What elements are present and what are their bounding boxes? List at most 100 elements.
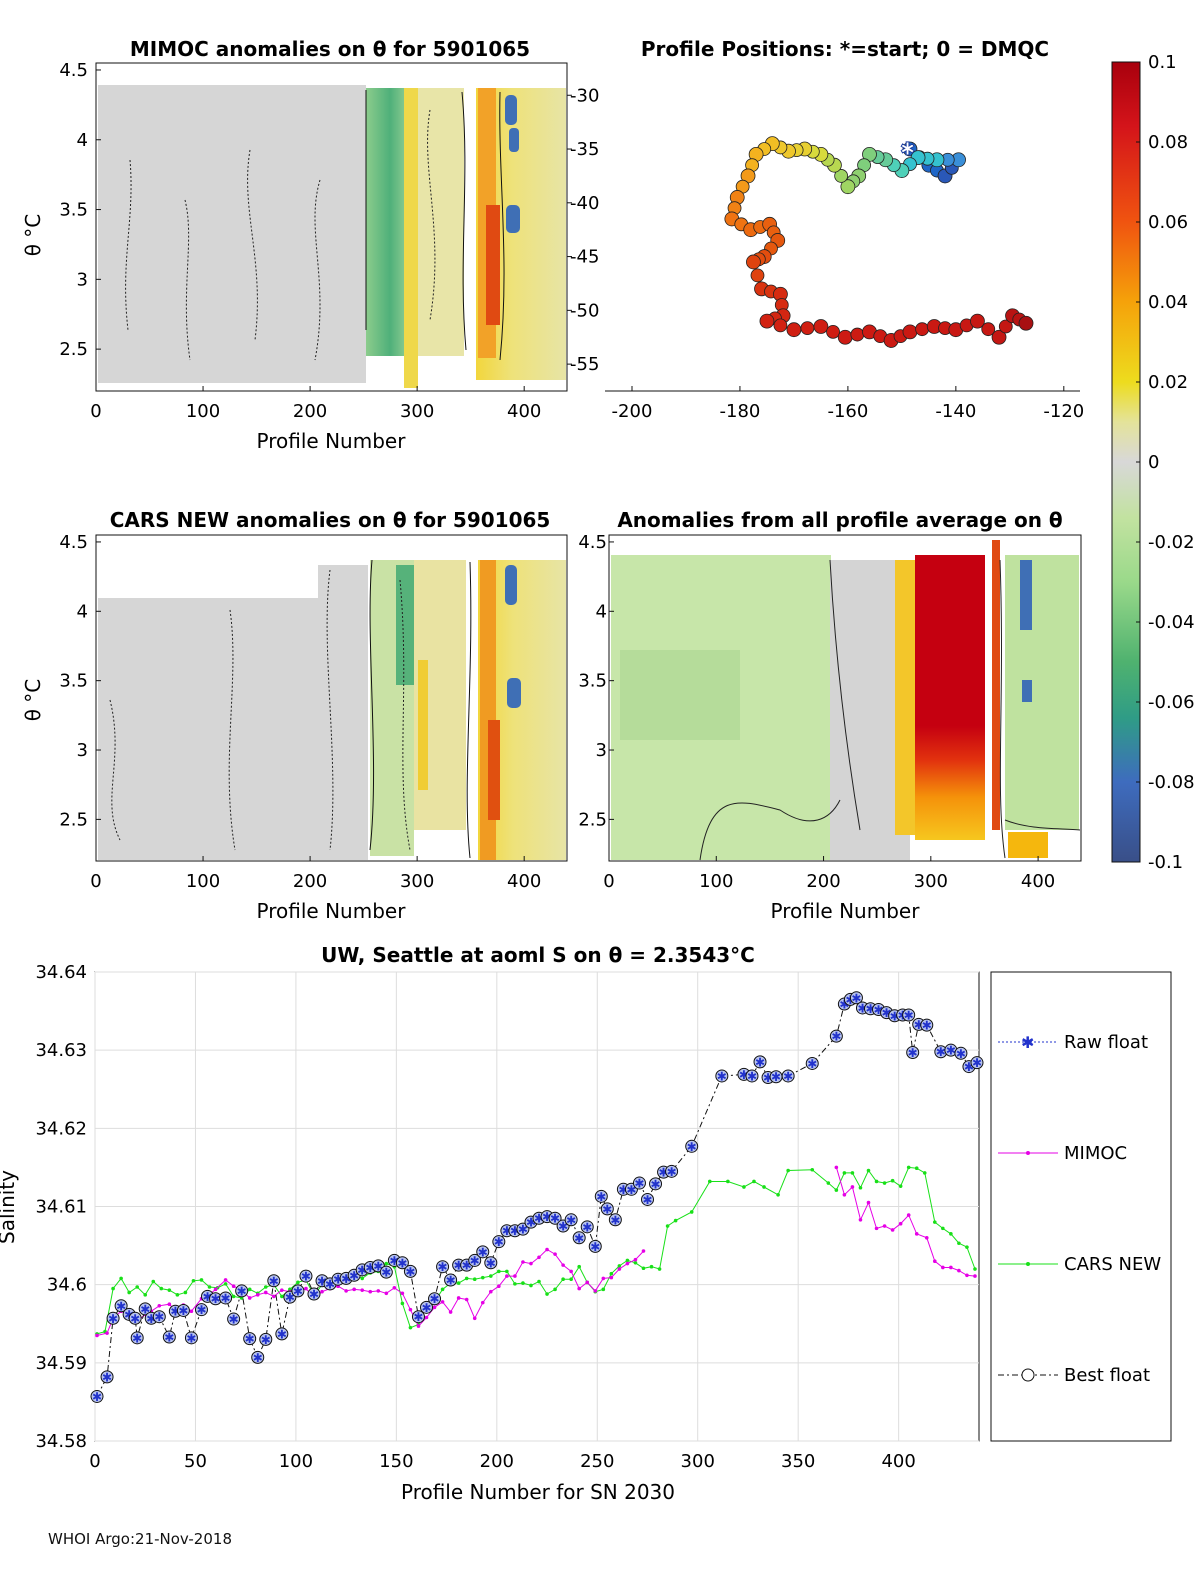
mimoc-xticks: 0 100 200 300 400	[90, 386, 541, 422]
data-point	[949, 1265, 953, 1270]
data-point	[850, 1171, 855, 1175]
data-point	[167, 1302, 172, 1307]
raw-float-star: ✱	[164, 1331, 174, 1345]
positions-xticks: -200 -180 -160 -140 -120	[612, 386, 1084, 422]
data-point	[320, 1289, 324, 1294]
x-tick-label: 100	[699, 871, 733, 892]
x-tick-label: -120	[1043, 401, 1084, 422]
raw-float-star: ✱	[839, 998, 849, 1012]
data-point	[585, 1280, 590, 1285]
best-float-point	[251, 1350, 265, 1364]
y-tick-label: -55	[570, 354, 599, 375]
best-float-point	[564, 1213, 578, 1227]
raw-float-star: ✱	[486, 1256, 496, 1270]
x-tick-label: -200	[612, 401, 653, 422]
raw-float-star: ✱	[851, 991, 861, 1005]
raw-float-star: ✱	[659, 1166, 669, 1180]
data-point	[874, 1179, 879, 1184]
raw-float-star: ✱	[783, 1069, 793, 1083]
colorbar-tick-label: 0.04	[1148, 292, 1188, 313]
data-point	[432, 1305, 437, 1310]
best-float-point	[227, 1312, 241, 1326]
data-point	[167, 1288, 172, 1292]
raw-float-star: ✱	[462, 1259, 472, 1273]
track-point	[902, 324, 918, 340]
x-tick-label: -160	[827, 401, 868, 422]
raw-float-star: ✱	[964, 1060, 974, 1074]
data-point	[834, 1165, 839, 1170]
raw-float-star: ✱	[618, 1183, 628, 1197]
average-heatmap-field	[611, 540, 1079, 860]
raw-float-star: ✱	[237, 1284, 247, 1298]
best-float-point	[90, 1389, 104, 1403]
raw-float-star: ✱	[763, 1071, 773, 1085]
positions-panel-title: Profile Positions: *=start; 0 = DMQC	[641, 37, 1049, 61]
track-point	[834, 169, 849, 183]
raw-float-star: ✱	[269, 1274, 279, 1288]
data-point	[965, 1245, 969, 1249]
raw-float-star: ✱	[857, 1001, 867, 1015]
colorbar-tick-label: 0.08	[1148, 132, 1188, 153]
y-tick-label: -30	[570, 85, 599, 106]
raw-float-star: ✱	[518, 1223, 528, 1237]
data-point	[577, 1286, 581, 1291]
data-point	[689, 1210, 694, 1214]
data-point	[617, 1264, 622, 1268]
x-tick-label: 150	[379, 1451, 413, 1472]
data-point	[513, 1282, 517, 1286]
x-tick-label: 400	[1021, 871, 1055, 892]
raw-float-star: ✱	[309, 1288, 319, 1302]
data-point	[360, 1288, 365, 1292]
data-point	[280, 1294, 284, 1299]
best-float-point	[291, 1284, 305, 1298]
data-point	[296, 1280, 300, 1285]
raw-float-star: ✱	[341, 1272, 351, 1286]
raw-float-star: ✱	[365, 1261, 375, 1275]
best-float-point	[548, 1211, 562, 1225]
track-point	[970, 313, 985, 329]
x-tick-label: 400	[507, 871, 541, 892]
raw-float-star: ✱	[558, 1220, 568, 1234]
raw-float-star: ✱	[739, 1068, 749, 1082]
track-point	[840, 179, 856, 195]
raw-float-star: ✱	[596, 1190, 606, 1204]
best-float-point	[395, 1256, 409, 1270]
colorbar-gradient	[1111, 61, 1141, 863]
best-float-point	[219, 1291, 233, 1305]
best-float-point	[954, 1046, 968, 1060]
track-point	[850, 327, 865, 342]
data-point	[914, 1232, 919, 1236]
raw-float-star: ✱	[446, 1273, 456, 1287]
data-point	[143, 1293, 148, 1297]
y-tick-label: 34.59	[35, 1353, 87, 1374]
raw-float-star: ✱	[502, 1224, 512, 1238]
y-tick-label: 4.5	[59, 532, 88, 553]
cars-anomaly-panel: CARS NEW anomalies on θ for 5901065 θ °C	[21, 508, 568, 923]
raw-float-star: ✱	[325, 1277, 335, 1291]
data-point	[408, 1325, 413, 1330]
raw-float-star: ✱	[293, 1284, 303, 1298]
best-float-point	[632, 1176, 646, 1190]
data-point	[933, 1220, 937, 1224]
raw-float-star: ✱	[317, 1274, 327, 1288]
data-point	[400, 1291, 405, 1296]
legend-entry-raw: ✱ Raw float	[998, 1032, 1148, 1053]
data-point	[762, 1185, 766, 1189]
y-tick-label: 2.5	[59, 339, 88, 360]
raw-float-star: ✱	[602, 1202, 612, 1216]
average-xlabel: Profile Number	[771, 899, 921, 923]
best-float-point	[106, 1311, 120, 1325]
y-tick-label: 3	[77, 740, 88, 761]
best-float-point	[970, 1056, 984, 1070]
raw-float-star: ✱	[687, 1140, 697, 1154]
data-point	[456, 1281, 461, 1285]
raw-float-star: ✱	[373, 1259, 383, 1273]
salinity-xticks: 0 50 100 150 200 250 300 350 400	[89, 1451, 916, 1472]
best-float-point	[259, 1332, 273, 1346]
mimoc-solid-contours	[365, 90, 505, 361]
x-tick-label: 200	[293, 401, 327, 422]
data-point	[175, 1293, 180, 1297]
data-point	[890, 1228, 895, 1232]
raw-float-star: ✱	[755, 1055, 765, 1069]
raw-float-star: ✱	[430, 1292, 440, 1306]
